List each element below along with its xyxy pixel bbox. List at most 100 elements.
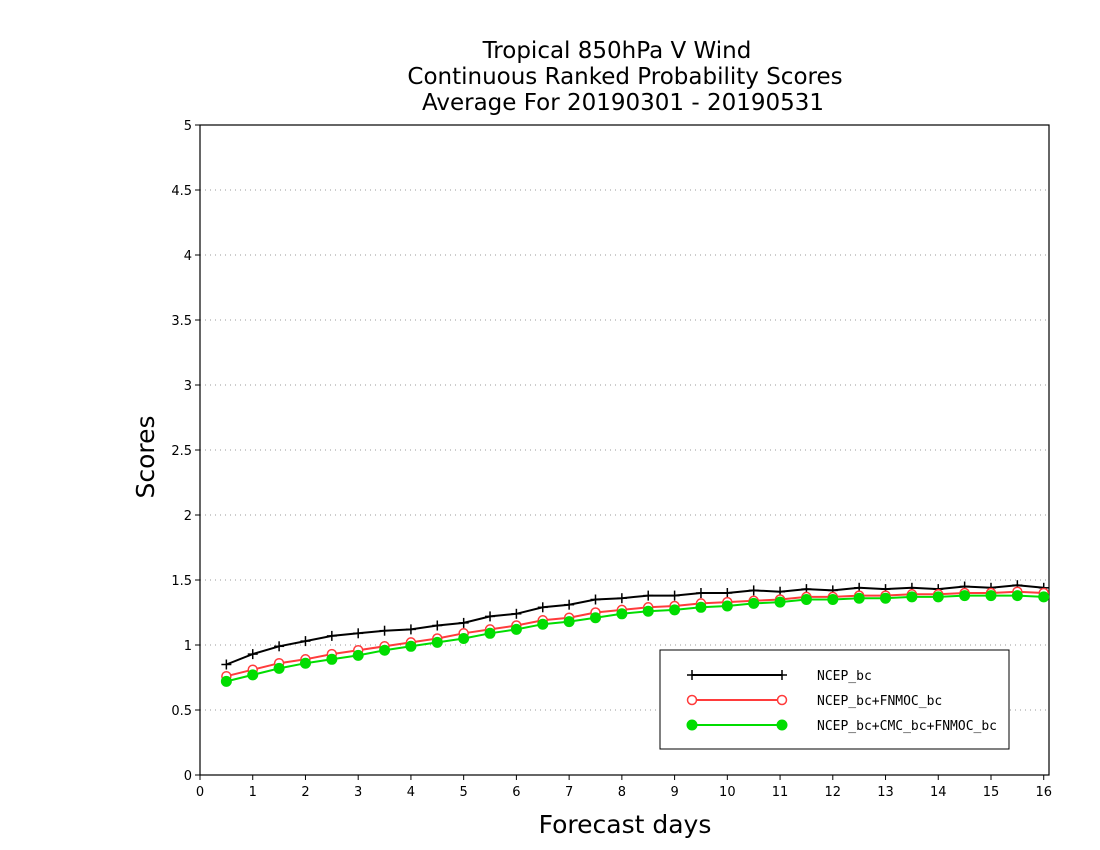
data-point: [300, 636, 311, 647]
data-point: [985, 590, 997, 602]
y-tick-label: 1: [184, 639, 192, 654]
data-point: [748, 597, 760, 609]
data-point: [695, 588, 706, 598]
data-point: [563, 616, 575, 628]
data-point: [643, 590, 654, 601]
x-tick-label: 7: [565, 785, 573, 800]
data-point: [326, 630, 337, 641]
x-tick-label: 14: [930, 785, 947, 800]
data-point: [777, 670, 787, 680]
y-axis: 0 0.5 1 1.5 2 2.5 3 3.5 4 4.5 5: [171, 119, 200, 784]
y-tick-label: 2.5: [171, 444, 192, 459]
legend: NCEP_bc NCEP_bc+FNMOC_bc NCEP_bc+CMC_bc+FN…: [659, 649, 1010, 750]
x-axis: 0 1 2 3 4 5 6 7 8 9 10 11 12 13 14 15 16: [196, 775, 1052, 800]
data-point: [776, 694, 788, 706]
data-point: [458, 617, 469, 628]
data-point: [274, 641, 285, 652]
data-point: [932, 591, 944, 603]
title-line-1: Tropical 850hPa V Wind: [482, 38, 752, 64]
y-axis-title: Scores: [131, 415, 160, 498]
legend-entries: NCEP_bc NCEP_bc+FNMOC_bc NCEP_bc+CMC_bc+FN…: [686, 669, 997, 734]
data-point: [431, 636, 443, 648]
y-tick-label: 5: [184, 119, 192, 134]
legend-entry: NCEP_bc: [687, 669, 872, 684]
series-3: [220, 590, 1050, 687]
data-point: [800, 594, 812, 605]
data-point: [405, 624, 416, 635]
data-point: [432, 620, 443, 631]
legend-label: NCEP_bc: [817, 669, 872, 684]
data-point: [273, 662, 285, 674]
x-tick-label: 11: [772, 785, 789, 800]
y-tick-label: 4.5: [171, 184, 192, 199]
data-point: [484, 627, 496, 639]
data-point: [247, 669, 259, 681]
x-axis-title: Forecast days: [539, 810, 712, 839]
x-tick-label: 4: [407, 785, 415, 800]
data-point: [1038, 591, 1050, 603]
data-point: [247, 649, 258, 660]
x-tick-label: 10: [719, 785, 736, 800]
y-tick-label: 0: [184, 769, 192, 784]
data-point: [590, 594, 601, 605]
data-point: [776, 719, 788, 731]
x-tick-label: 8: [618, 785, 626, 800]
data-point: [537, 602, 548, 613]
y-tick-label: 3: [184, 379, 192, 394]
x-tick-label: 9: [670, 785, 678, 800]
data-point: [379, 644, 391, 656]
title-line-3: Average For 20190301 - 20190531: [422, 90, 824, 116]
data-point: [616, 608, 628, 620]
series-1: [221, 580, 1049, 670]
data-point: [353, 628, 364, 639]
data-point: [510, 623, 522, 635]
data-point: [695, 601, 707, 613]
data-point: [686, 719, 698, 731]
data-point: [642, 605, 654, 617]
title-line-2: Continuous Ranked Probability Scores: [407, 64, 842, 90]
chart-title: Tropical 850hPa V Wind Continuous Ranked…: [407, 38, 842, 116]
data-point: [220, 675, 232, 687]
data-point: [827, 594, 839, 605]
data-point: [959, 590, 971, 602]
data-point: [748, 585, 759, 596]
y-tick-label: 3.5: [171, 314, 192, 329]
legend-label: NCEP_bc+FNMOC_bc: [817, 694, 942, 709]
x-tick-label: 15: [983, 785, 1000, 800]
x-tick-label: 1: [249, 785, 257, 800]
data-point: [299, 657, 311, 669]
series-layer: [220, 580, 1050, 687]
x-tick-label: 2: [301, 785, 309, 800]
x-tick-label: 6: [512, 785, 520, 800]
data-point: [687, 670, 697, 680]
data-point: [853, 592, 865, 604]
data-point: [511, 608, 522, 619]
data-point: [669, 590, 680, 601]
data-point: [326, 653, 338, 665]
data-point: [669, 604, 681, 616]
legend-entry: NCEP_bc+CMC_bc+FNMOC_bc: [686, 719, 997, 734]
data-point: [458, 633, 470, 644]
data-point: [774, 596, 786, 608]
data-point: [616, 593, 627, 604]
x-tick-label: 13: [877, 785, 894, 800]
gridlines: [200, 189, 1049, 711]
legend-label: NCEP_bc+CMC_bc+FNMOC_bc: [817, 719, 997, 734]
legend-entry: NCEP_bc+FNMOC_bc: [686, 694, 942, 709]
x-tick-label: 3: [354, 785, 362, 800]
x-tick-label: 5: [460, 785, 468, 800]
data-point: [589, 612, 601, 624]
data-point: [564, 599, 575, 610]
x-tick-label: 12: [825, 785, 842, 800]
y-tick-label: 4: [184, 249, 192, 264]
data-point: [537, 618, 549, 630]
data-point: [880, 592, 892, 604]
x-tick-label: 16: [1035, 785, 1052, 800]
y-tick-label: 2: [184, 509, 192, 524]
data-point: [352, 649, 364, 661]
x-tick-label: 0: [196, 785, 204, 800]
data-point: [379, 625, 390, 636]
data-point: [221, 659, 232, 670]
data-point: [722, 588, 733, 598]
